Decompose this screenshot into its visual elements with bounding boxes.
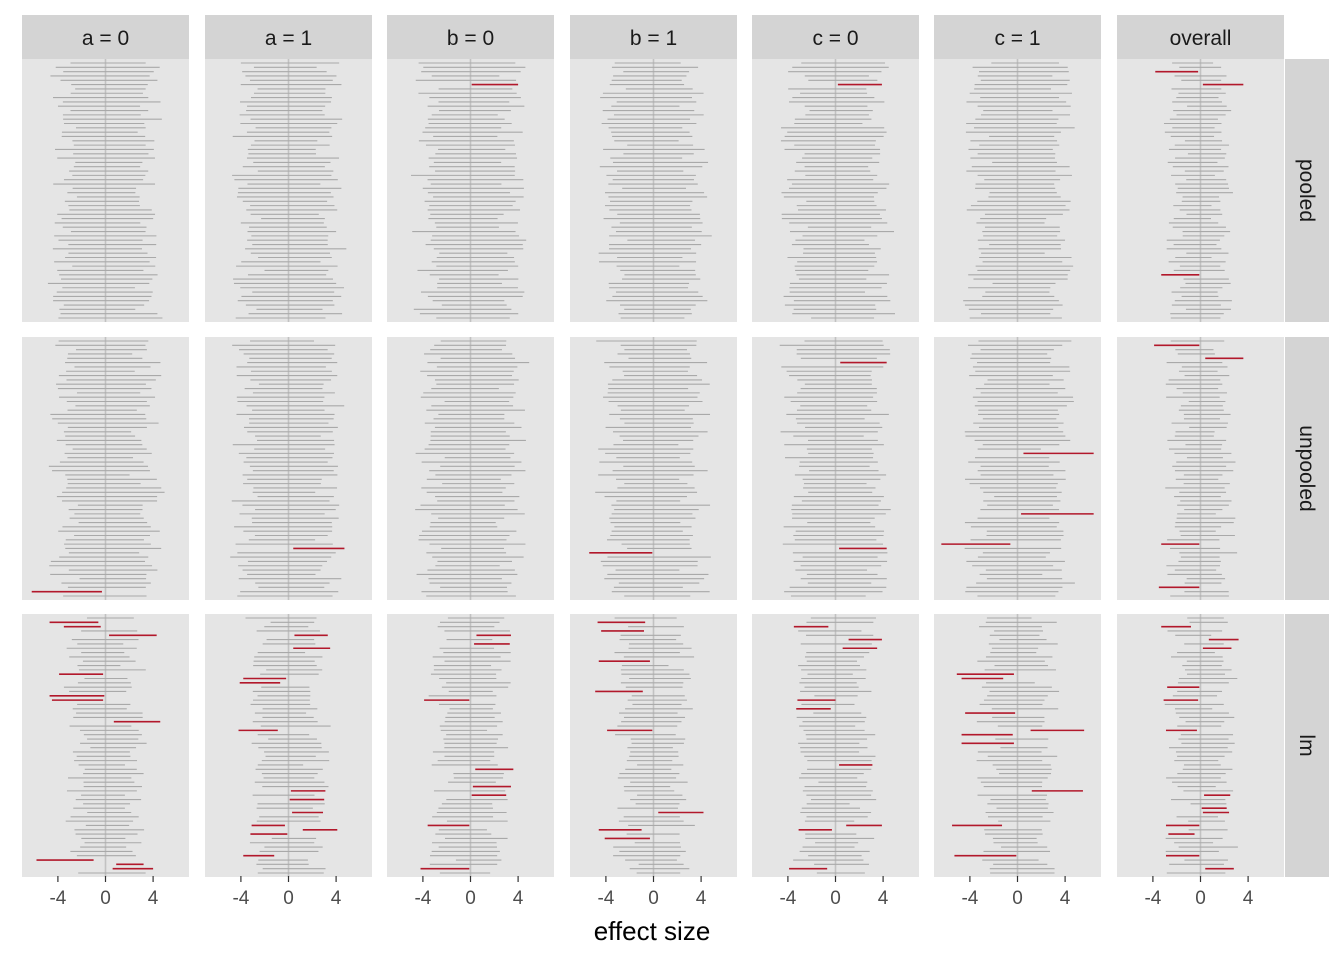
panel-pooled-6	[1117, 59, 1284, 322]
panel-unpooled-5	[934, 337, 1101, 600]
panel-lm-1	[205, 614, 372, 877]
x-tick-label: 0	[830, 888, 841, 909]
panels	[22, 59, 1284, 877]
x-tick-label: 4	[1243, 888, 1254, 909]
column-strip-1	[205, 15, 372, 59]
x-tick-label: 4	[1060, 888, 1071, 909]
panel-pooled-5	[934, 59, 1101, 322]
panel-lm-2	[387, 614, 554, 877]
column-strip-label: a = 1	[265, 27, 312, 50]
panel-lm-3	[570, 614, 737, 877]
column-strip-5	[934, 15, 1101, 59]
x-tick-label: 0	[465, 888, 476, 909]
panel-pooled-1	[205, 59, 372, 322]
row-strip-2	[1285, 614, 1329, 877]
row-strip-label: lm	[1295, 734, 1318, 756]
column-strips: a = 0 a = 1 b = 0 b = 1 c = 0 c = 1 overall	[22, 15, 1284, 59]
column-strip-3	[570, 15, 737, 59]
column-strip-label: c = 1	[994, 27, 1040, 50]
column-strip-2	[387, 15, 554, 59]
x-tick-label: -4	[414, 888, 431, 909]
column-strip-4	[752, 15, 919, 59]
column-strip-label: overall	[1170, 27, 1232, 50]
panel-unpooled-2	[387, 337, 554, 600]
panel-pooled-3	[570, 59, 737, 322]
row-strips: pooled unpooled lm	[1285, 59, 1329, 877]
panel-unpooled-4	[752, 337, 919, 600]
x-tick-label: -4	[1144, 888, 1161, 909]
panel-pooled-2	[387, 59, 554, 322]
column-strip-label: b = 1	[630, 27, 677, 50]
x-tick-label: 0	[1012, 888, 1023, 909]
panel-pooled-0	[22, 59, 189, 322]
column-strip-label: a = 0	[82, 27, 129, 50]
x-tick-label: 0	[283, 888, 294, 909]
x-tick-label: 4	[878, 888, 889, 909]
panel-unpooled-0	[22, 337, 189, 600]
column-strip-0	[22, 15, 189, 59]
x-tick-label: -4	[779, 888, 796, 909]
panel-pooled-4	[752, 59, 919, 322]
x-tick-label: 4	[148, 888, 159, 909]
row-strip-label: pooled	[1295, 159, 1318, 222]
row-strip-1	[1285, 337, 1329, 600]
panel-unpooled-1	[205, 337, 372, 600]
x-tick-label: -4	[961, 888, 978, 909]
column-strip-6	[1117, 15, 1284, 59]
panel-unpooled-3	[570, 337, 737, 600]
x-axes: -4 0 4 -4 0 4 -4 0 4 -4 0 4 -4 0 4 -4 0 4 -4 0 4	[49, 876, 1254, 909]
column-strip-label: b = 0	[447, 27, 494, 50]
x-tick-label: 0	[648, 888, 659, 909]
x-tick-label: -4	[49, 888, 66, 909]
x-axis-title: effect size	[594, 916, 711, 946]
row-strip-0	[1285, 59, 1329, 322]
x-tick-label: 0	[1195, 888, 1206, 909]
x-tick-label: 4	[696, 888, 707, 909]
panel-lm-6	[1117, 614, 1284, 877]
x-tick-label: 4	[331, 888, 342, 909]
panel-lm-4	[752, 614, 919, 877]
x-tick-label: -4	[232, 888, 249, 909]
x-tick-label: 4	[513, 888, 524, 909]
x-tick-label: -4	[597, 888, 614, 909]
panel-unpooled-6	[1117, 337, 1284, 600]
column-strip-label: c = 0	[812, 27, 858, 50]
x-tick-label: 0	[100, 888, 111, 909]
panel-lm-5	[934, 614, 1101, 877]
panel-lm-0	[22, 614, 189, 877]
row-strip-label: unpooled	[1295, 425, 1318, 511]
